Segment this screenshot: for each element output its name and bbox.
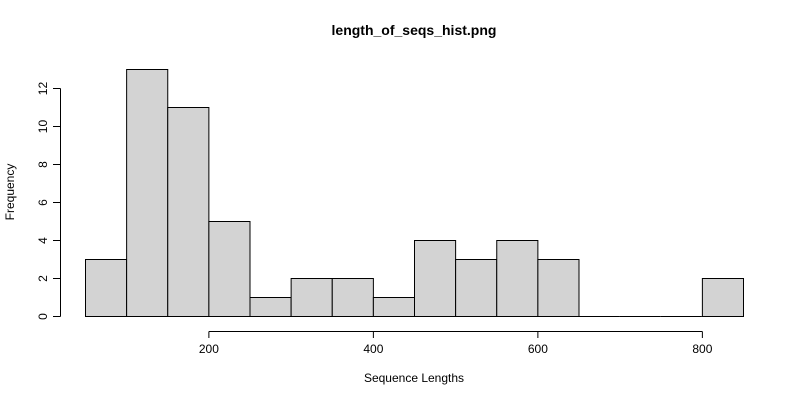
histogram-bar (208, 221, 251, 317)
chart-title: length_of_seqs_hist.png (332, 22, 497, 38)
histogram-bar (537, 259, 580, 317)
y-tick-label: 12 (36, 82, 50, 96)
histogram-bar (290, 278, 333, 317)
x-tick-label: 200 (199, 342, 219, 356)
histogram-bars (85, 69, 744, 317)
histogram-bar (331, 278, 374, 317)
y-tick-label: 4 (36, 237, 50, 244)
x-tick-label: 400 (363, 342, 383, 356)
histogram-bar (167, 107, 210, 317)
y-tick-label: 2 (36, 275, 50, 282)
histogram-bar (126, 69, 169, 317)
y-axis-label: Frequency (3, 164, 17, 221)
y-tick-label: 0 (36, 313, 50, 320)
histogram-bar (414, 240, 457, 317)
x-tick-label: 800 (692, 342, 712, 356)
histogram-bar (455, 259, 498, 317)
y-axis: 0 2 4 6 8 10 12 (36, 82, 61, 320)
histogram-bar (701, 278, 744, 317)
y-tick-label: 10 (36, 120, 50, 134)
x-tick-label: 600 (528, 342, 548, 356)
x-axis: 200 400 600 800 (199, 331, 713, 356)
histogram-bar (85, 259, 128, 317)
histogram-bar (496, 240, 539, 317)
x-axis-label: Sequence Lengths (364, 371, 464, 385)
histogram-bar (249, 297, 292, 317)
y-tick-label: 6 (36, 199, 50, 206)
y-tick-label: 8 (36, 161, 50, 168)
histogram-bar (372, 297, 415, 317)
